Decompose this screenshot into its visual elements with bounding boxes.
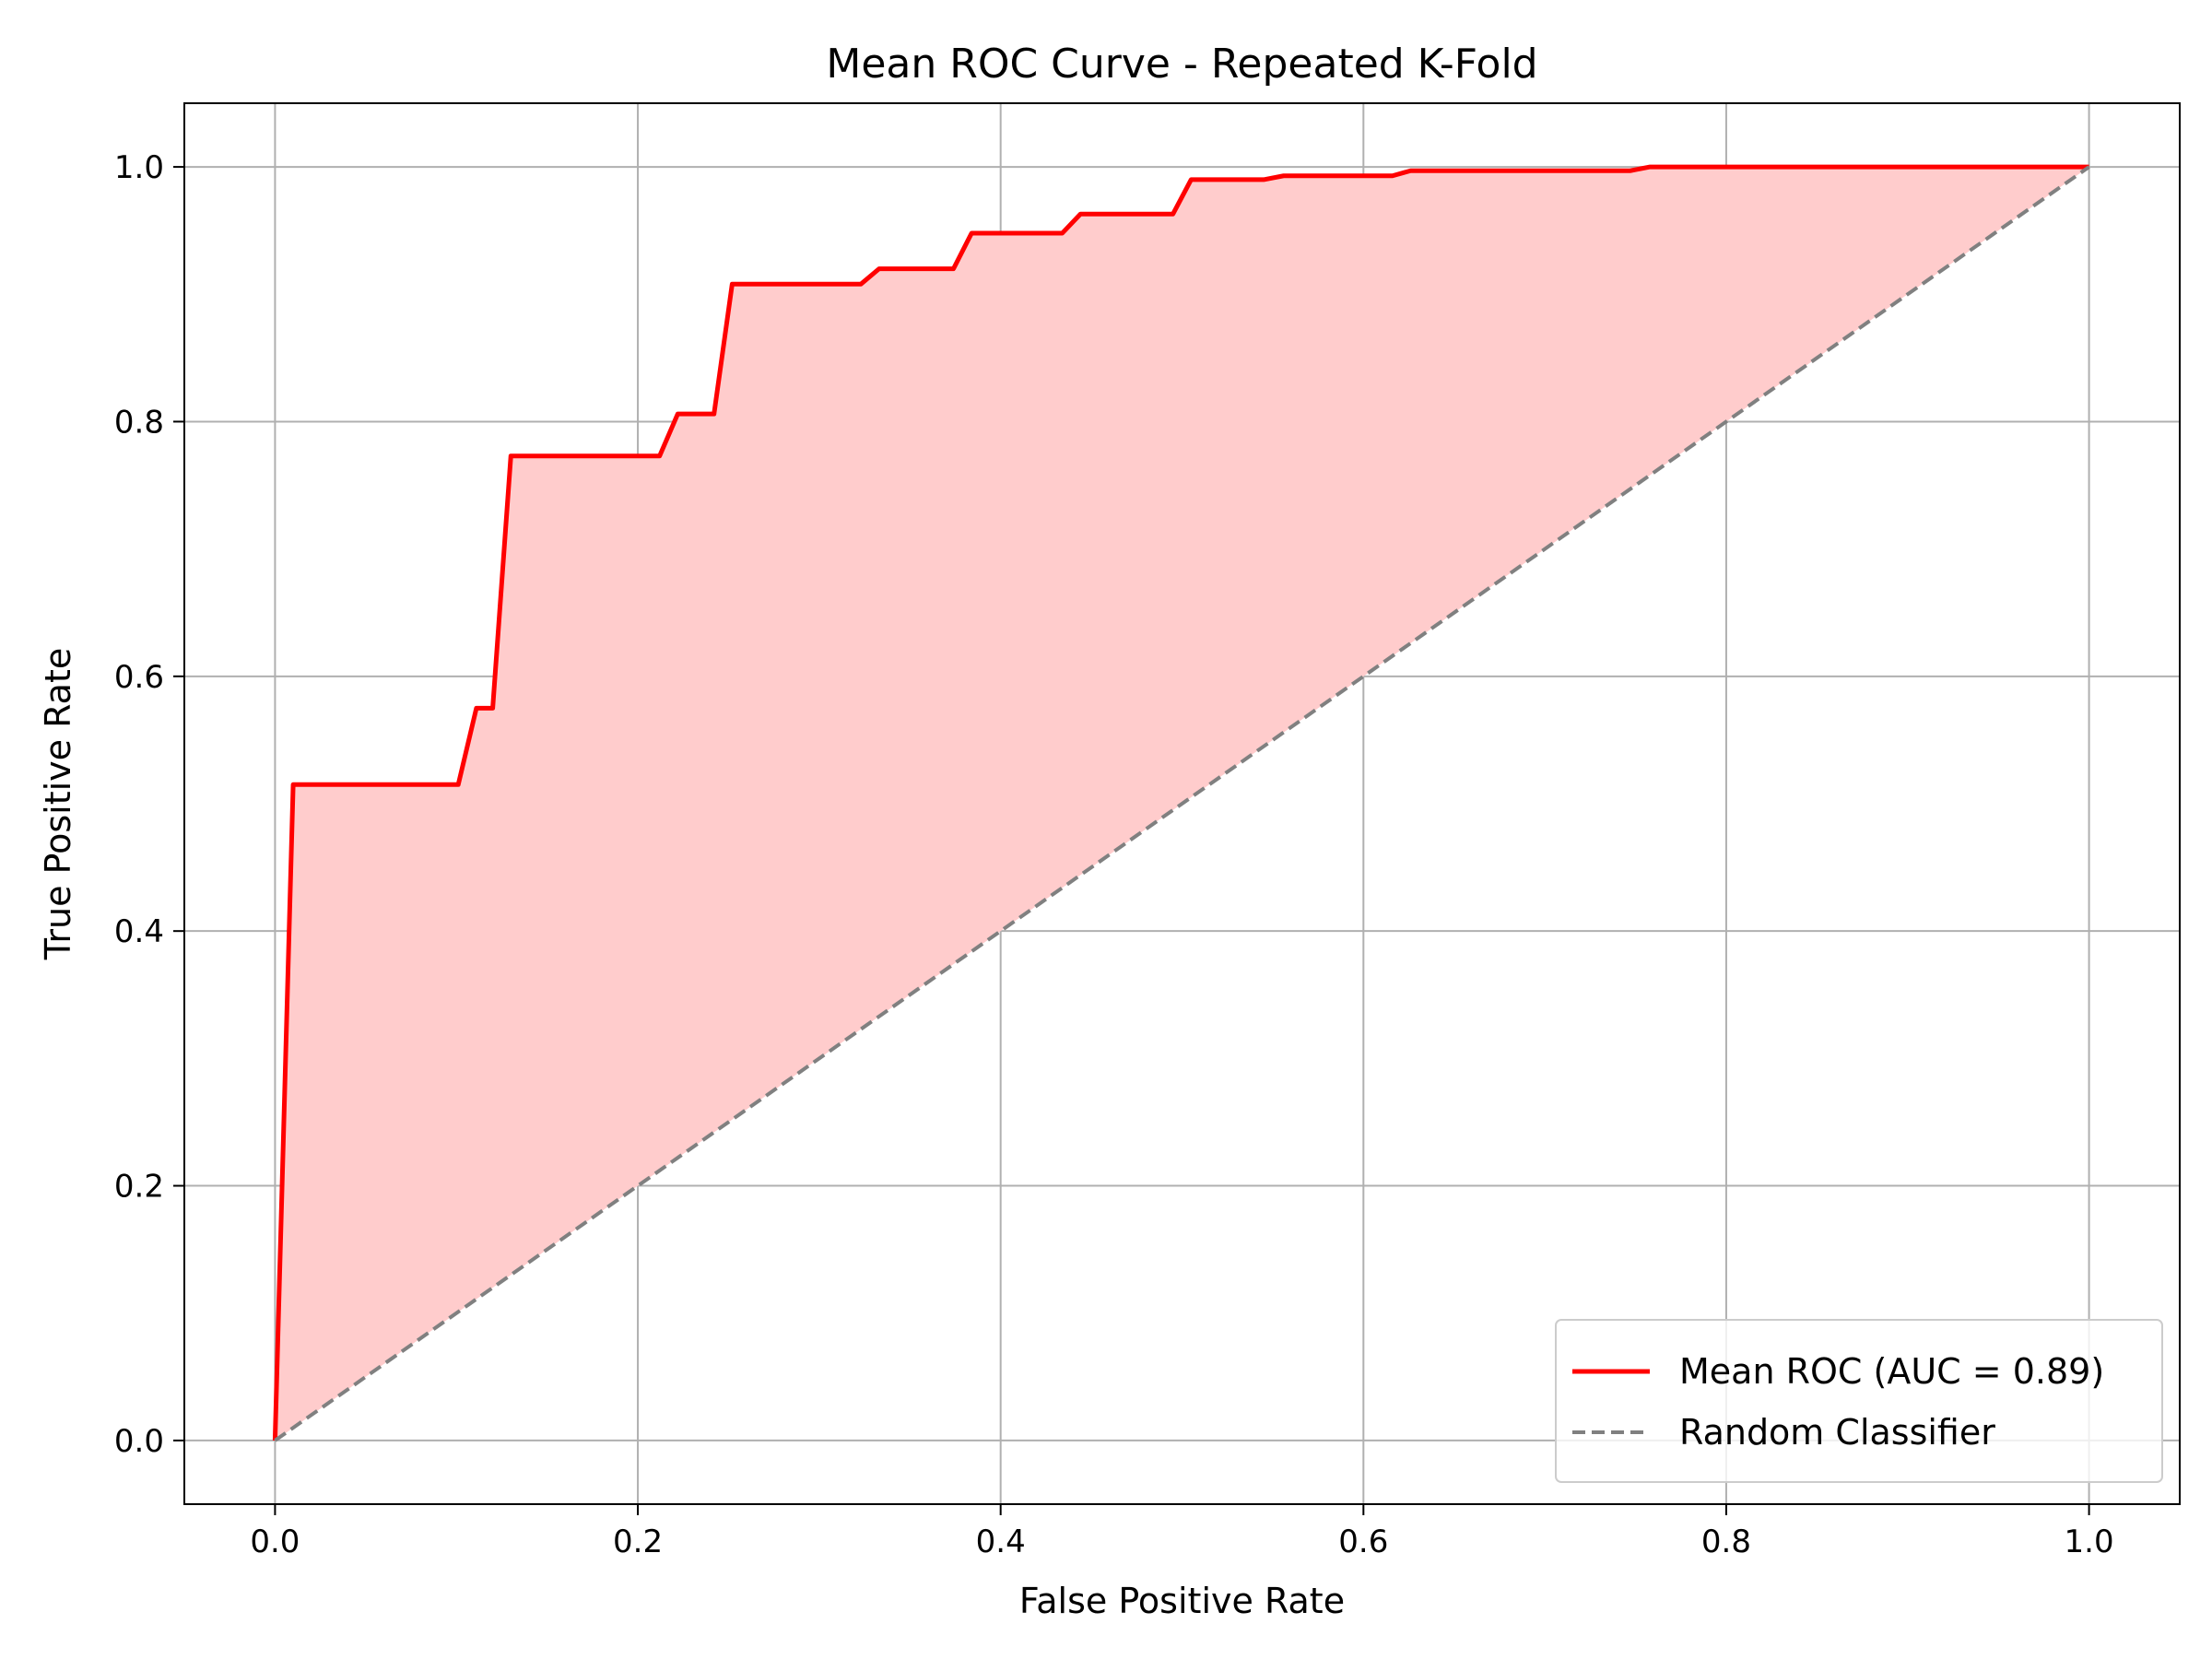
- x-tick-label: 0.0: [250, 1524, 300, 1560]
- x-axis-label: False Positive Rate: [1019, 1581, 1345, 1621]
- x-tick-label: 0.8: [1701, 1524, 1751, 1560]
- axes-frame: [183, 102, 2181, 1505]
- x-tick-label: 0.6: [1338, 1524, 1388, 1560]
- x-tick-label: 0.2: [613, 1524, 663, 1560]
- mean-roc-line: [272, 164, 2089, 1441]
- y-tick-label: 0.0: [114, 1423, 164, 1460]
- plot-area: [272, 164, 2090, 1442]
- legend-entry-random-classifier: Random Classifier: [1679, 1412, 1995, 1453]
- chart-title: Mean ROC Curve - Repeated K-Fold: [826, 41, 1537, 88]
- y-tick-label: 0.8: [114, 404, 164, 441]
- legend-box: [1555, 1319, 2163, 1483]
- x-tick-label: 0.4: [976, 1524, 1026, 1560]
- random-classifier-line: [274, 165, 2090, 1442]
- x-tick-label: 1.0: [2065, 1524, 2114, 1560]
- legend: Mean ROC (AUC = 0.89) Random Classifier: [1555, 1319, 2163, 1483]
- y-tick-label: 0.6: [114, 659, 164, 696]
- legend-entry-mean-roc: Mean ROC (AUC = 0.89): [1679, 1351, 2104, 1392]
- y-axis-label: True Positive Rate: [38, 648, 78, 961]
- y-tick-label: 0.2: [114, 1169, 164, 1206]
- y-tick-label: 1.0: [114, 149, 164, 186]
- ticks: 0.0 0.2 0.4 0.6 0.8 1.0 0.0 0.2 0.4 0.6 0.8 1.0: [114, 149, 2114, 1560]
- y-tick-label: 0.4: [114, 913, 164, 950]
